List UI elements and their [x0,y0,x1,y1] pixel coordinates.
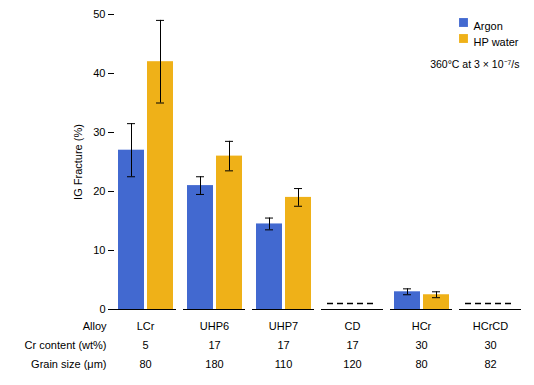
svg-text:HCr: HCr [412,320,432,332]
svg-text:17: 17 [277,339,289,351]
svg-text:40: 40 [93,67,105,79]
svg-text:Alloy: Alloy [83,320,107,332]
svg-text:10: 10 [93,244,105,256]
svg-text:Grain size (μm): Grain size (μm) [31,358,106,370]
svg-text:CD: CD [345,320,361,332]
svg-text:Cr content (wt%): Cr content (wt%) [25,339,107,351]
svg-text:80: 80 [139,358,151,370]
svg-text:17: 17 [346,339,358,351]
svg-text:LCr: LCr [137,320,155,332]
svg-text:20: 20 [93,185,105,197]
svg-text:110: 110 [275,358,293,370]
svg-text:30: 30 [415,339,427,351]
svg-text:0: 0 [99,303,105,315]
svg-text:30: 30 [484,339,496,351]
svg-text:82: 82 [484,358,496,370]
svg-text:HP water: HP water [474,36,519,48]
svg-text:360°C at 3 × 10⁻⁷/s: 360°C at 3 × 10⁻⁷/s [430,58,519,70]
svg-text:50: 50 [93,8,105,20]
svg-text:17: 17 [208,339,220,351]
svg-text:HCrCD: HCrCD [473,320,508,332]
svg-text:UHP7: UHP7 [269,320,298,332]
svg-text:30: 30 [93,126,105,138]
svg-text:120: 120 [343,358,361,370]
svg-text:80: 80 [415,358,427,370]
svg-text:UHP6: UHP6 [200,320,229,332]
svg-text:Argon: Argon [474,20,503,32]
svg-text:180: 180 [205,358,223,370]
svg-text:5: 5 [142,339,148,351]
svg-text:IG Fracture (%): IG Fracture (%) [72,124,84,200]
